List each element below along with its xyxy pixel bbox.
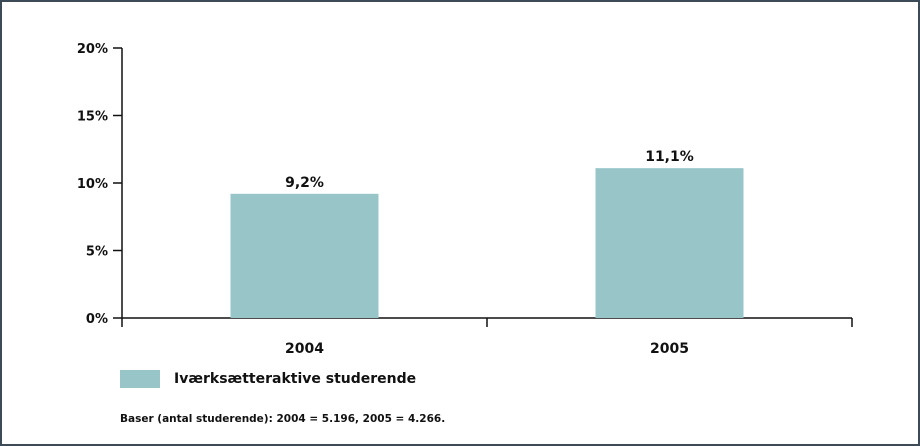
x-axis: 2004 2005: [121, 317, 853, 357]
legend-label: Iværksætteraktive studerende: [174, 371, 417, 387]
x-tick-label-2005: 2005: [650, 341, 689, 357]
y-tick-label: 0%: [86, 312, 108, 327]
data-label-2004: 9,2%: [285, 175, 324, 191]
x-tick-label-2004: 2004: [285, 341, 324, 357]
y-tick-label: 20%: [77, 42, 108, 57]
footnote: Baser (antal studerende): 2004 = 5.196, …: [120, 413, 446, 425]
y-tick-label: 5%: [86, 245, 108, 260]
y-axis: 0% 5% 10% 15% 20%: [77, 42, 123, 327]
y-tick-label: 10%: [77, 177, 108, 192]
bars: 9,2% 11,1%: [230, 149, 744, 318]
legend-swatch: [120, 370, 160, 388]
legend: Iværksætteraktive studerende: [120, 370, 416, 388]
data-label-2005: 11,1%: [645, 149, 694, 165]
y-tick-label: 15%: [77, 110, 108, 125]
bar-2004: [230, 193, 379, 318]
bar-2005: [595, 168, 744, 318]
